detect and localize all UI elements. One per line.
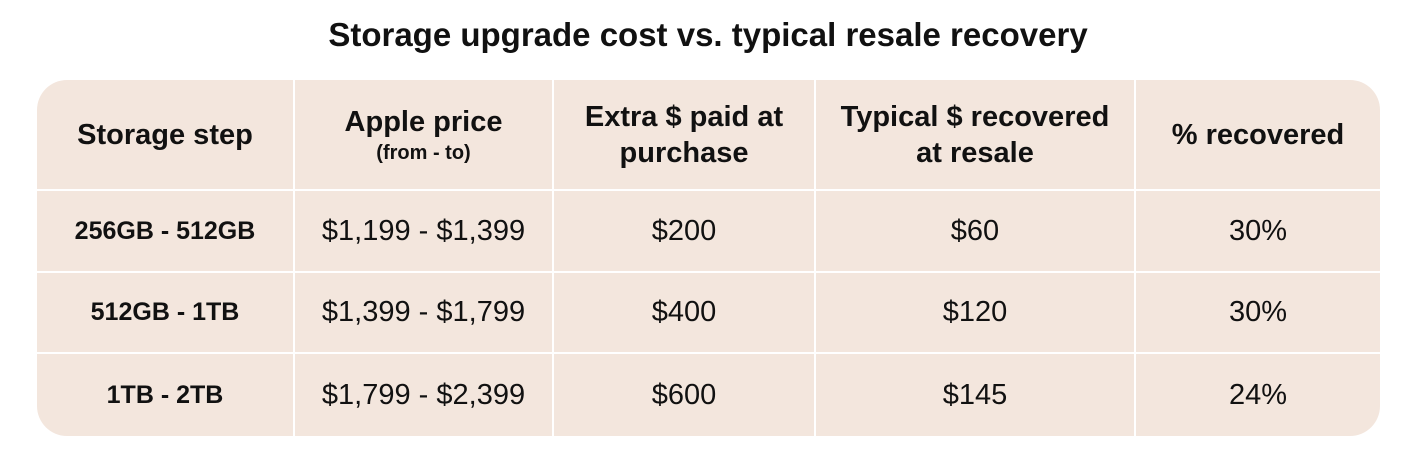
table-cell: $200 xyxy=(554,191,814,271)
title: Storage upgrade cost vs. typical resale … xyxy=(328,16,1088,53)
table-cell: $400 xyxy=(554,273,814,352)
header-label: % recovered xyxy=(1171,118,1345,151)
table-cell: 30% xyxy=(1136,191,1380,271)
row-label: 1TB - 2TB xyxy=(37,354,293,436)
header-label: Typical $ recovered at resale xyxy=(840,100,1110,169)
header-cell: Typical $ recovered at resale xyxy=(816,80,1134,189)
table-cell: $1,199 - $1,399 xyxy=(295,191,552,271)
table-cell: $60 xyxy=(816,191,1134,271)
table-cell: $600 xyxy=(554,354,814,436)
header-sublabel: (from - to) xyxy=(376,141,471,164)
table-cell: $1,399 - $1,799 xyxy=(295,273,552,352)
row-label: 512GB - 1TB xyxy=(37,273,293,352)
header-cell: Apple price (from - to) xyxy=(295,80,552,189)
header-label: Apple price xyxy=(344,105,503,138)
header-cell: % recovered xyxy=(1136,80,1380,189)
table: Storage step Apple price (from - to) Extra … xyxy=(37,80,1380,436)
table-cell: 24% xyxy=(1136,354,1380,436)
header-label: Extra $ paid at purchase xyxy=(584,100,784,169)
table-cell: $120 xyxy=(816,273,1134,352)
header-cell: Extra $ paid at purchase xyxy=(554,80,814,189)
row-label: 256GB - 512GB xyxy=(37,191,293,271)
table-cell: $1,799 - $2,399 xyxy=(295,354,552,436)
header-cell: Storage step xyxy=(37,80,293,189)
header-label: Storage step xyxy=(77,118,253,151)
table-cell: 30% xyxy=(1136,273,1380,352)
table-cell: $145 xyxy=(816,354,1134,436)
